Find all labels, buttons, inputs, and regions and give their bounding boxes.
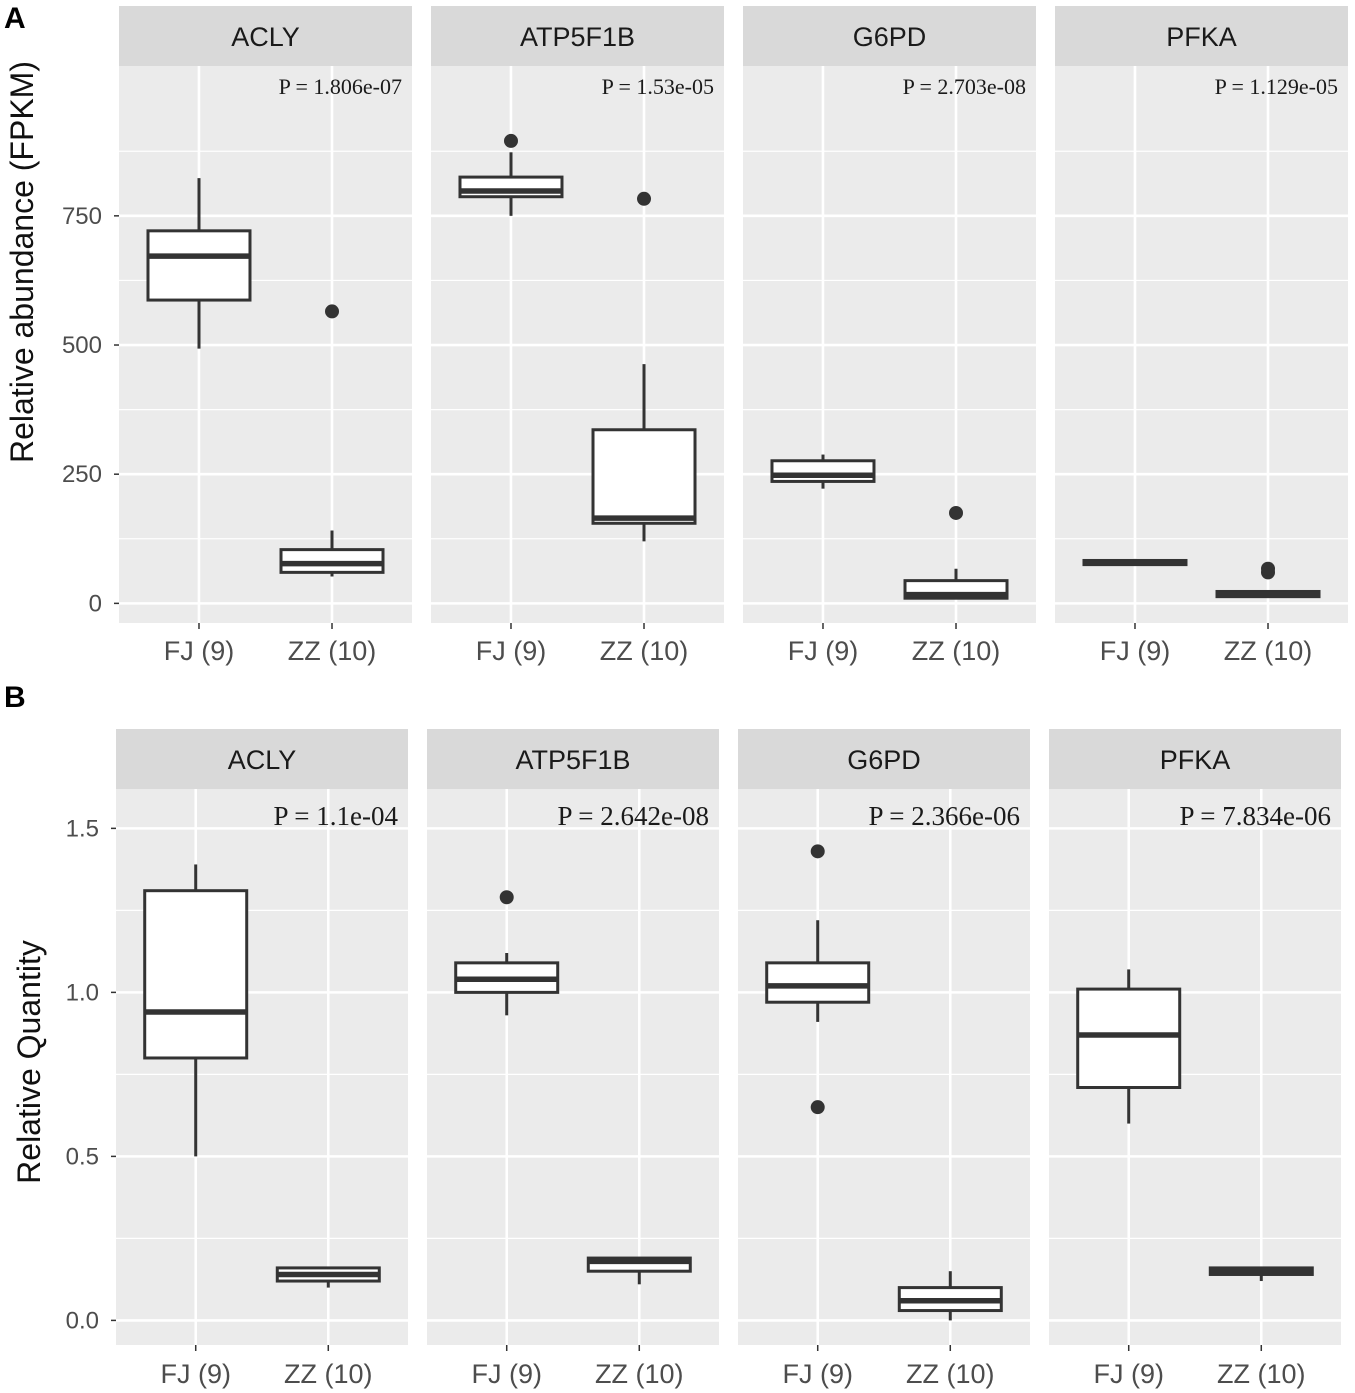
y-tick-label: 1.0 [66, 979, 99, 1006]
y-tick-label: 250 [62, 461, 102, 488]
plot-panel [738, 789, 1030, 1345]
p-value-annotation: P = 1.129e-05 [1215, 74, 1338, 99]
x-tick-label: FJ (9) [788, 636, 859, 666]
x-tick-label: FJ (9) [1093, 1359, 1164, 1389]
facet-strip [427, 729, 719, 789]
facet-strip [119, 6, 412, 66]
outlier-point [503, 133, 518, 148]
box-iqr [1076, 987, 1182, 1090]
facet-title: G6PD [853, 22, 927, 52]
y-tick-label: 500 [62, 332, 102, 359]
x-tick-label: ZZ (10) [1217, 1359, 1306, 1389]
panel-label-a: A [4, 2, 26, 35]
outlier-point [499, 890, 514, 905]
facet-strip [738, 729, 1030, 789]
p-value-annotation: P = 2.703e-08 [903, 74, 1026, 99]
x-tick-label: ZZ (10) [288, 636, 377, 666]
facet-title: G6PD [847, 745, 921, 775]
plot-panel [427, 789, 719, 1345]
x-tick-label: FJ (9) [1100, 636, 1171, 666]
x-tick-label: FJ (9) [782, 1359, 853, 1389]
y-tick-label: 0.5 [66, 1143, 99, 1170]
facet-strip [743, 6, 1036, 66]
outlier-point [810, 844, 825, 859]
facet-title: PFKA [1160, 745, 1231, 775]
x-tick-label: FJ (9) [160, 1359, 231, 1389]
x-tick-label: FJ (9) [471, 1359, 542, 1389]
box-iqr [765, 961, 871, 1004]
x-tick-label: ZZ (10) [906, 1359, 995, 1389]
box-iqr [591, 428, 697, 525]
p-value-annotation: P = 2.642e-08 [558, 801, 709, 831]
box-iqr [770, 459, 876, 483]
x-tick-label: ZZ (10) [912, 636, 1001, 666]
y-tick-label: 1.5 [66, 815, 99, 842]
chart-a: ACLY FJ (9) ZZ (10) P = 1.806e-07 ATP5F1B FJ … [62, 6, 1348, 666]
outlier-point [637, 191, 652, 206]
facet-title: ATP5F1B [520, 22, 635, 52]
box-iqr [143, 889, 249, 1060]
facet-strip [1049, 729, 1341, 789]
x-tick-label: FJ (9) [476, 636, 547, 666]
y-axis-title-a: Relative abundance (FPKM) [4, 61, 40, 463]
facet-title: PFKA [1166, 22, 1237, 52]
chart-b: ACLY FJ (9) ZZ (10) P = 1.1e-04 ATP5F1B FJ (9… [66, 729, 1341, 1389]
p-value-annotation: P = 1.53e-05 [602, 74, 714, 99]
facet-strip [431, 6, 724, 66]
p-value-annotation: P = 1.806e-07 [279, 74, 402, 99]
outlier-point [325, 304, 340, 319]
outlier-point [949, 505, 964, 520]
p-value-annotation: P = 1.1e-04 [274, 801, 399, 831]
outlier-point [1261, 561, 1276, 576]
y-tick-label: 750 [62, 203, 102, 230]
y-axis-title-b: Relative Quantity [11, 940, 47, 1184]
x-tick-label: ZZ (10) [1224, 636, 1313, 666]
x-tick-label: ZZ (10) [284, 1359, 373, 1389]
outlier-point [810, 1100, 825, 1115]
facet-strip [116, 729, 408, 789]
facet-title: ACLY [231, 22, 300, 52]
x-tick-label: ZZ (10) [595, 1359, 684, 1389]
plot-panel [116, 789, 408, 1345]
facet-title: ACLY [228, 745, 297, 775]
x-tick-label: FJ (9) [164, 636, 235, 666]
p-value-annotation: P = 2.366e-06 [869, 801, 1020, 831]
box-iqr [146, 229, 252, 302]
panel-label-b: B [4, 681, 26, 714]
y-tick-label: 0.0 [66, 1307, 99, 1334]
y-tick-label: 0 [89, 590, 102, 617]
facet-strip [1055, 6, 1348, 66]
p-value-annotation: P = 7.834e-06 [1180, 801, 1331, 831]
facet-title: ATP5F1B [515, 745, 630, 775]
x-tick-label: ZZ (10) [600, 636, 689, 666]
